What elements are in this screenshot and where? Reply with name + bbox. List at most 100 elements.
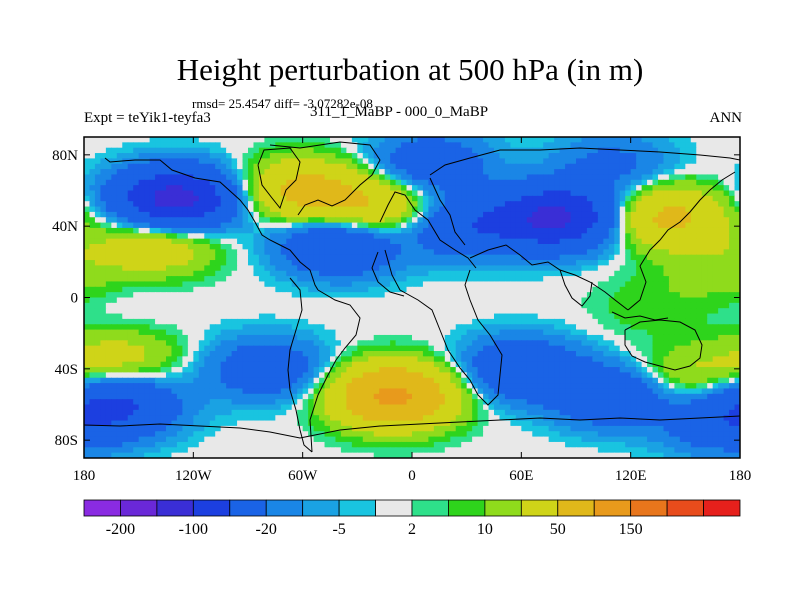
field-cell xyxy=(182,345,189,352)
field-cell xyxy=(280,163,287,170)
field-cell xyxy=(89,244,96,250)
field-cell xyxy=(652,137,659,143)
field-cell xyxy=(319,292,326,299)
field-cell xyxy=(291,201,298,208)
field-cell xyxy=(160,329,167,336)
field-cell xyxy=(625,244,632,250)
field-cell xyxy=(412,244,419,250)
field-cell xyxy=(373,179,380,186)
field-cell xyxy=(439,233,446,240)
field-cell xyxy=(155,206,162,213)
field-cell xyxy=(313,340,320,347)
field-cell xyxy=(625,185,632,192)
field-cell xyxy=(176,318,183,325)
field-cell xyxy=(100,185,107,192)
field-cell xyxy=(297,206,304,213)
field-cell xyxy=(100,329,107,336)
field-cell xyxy=(176,137,183,143)
field-cell xyxy=(209,292,216,299)
field-cell xyxy=(84,190,91,197)
field-cell xyxy=(357,163,364,170)
field-cell xyxy=(346,174,353,181)
field-cell xyxy=(138,313,145,320)
field-cell xyxy=(231,179,238,186)
field-cell xyxy=(149,190,156,197)
field-cell xyxy=(422,260,429,266)
field-cell xyxy=(674,185,681,192)
field-cell xyxy=(603,195,610,202)
field-cell xyxy=(679,313,686,320)
field-cell xyxy=(565,351,572,357)
field-cell xyxy=(543,195,550,202)
field-cell xyxy=(647,281,654,288)
field-cell xyxy=(510,249,517,256)
field-cell xyxy=(494,281,501,288)
field-cell xyxy=(253,281,260,288)
field-cell xyxy=(494,286,501,293)
field-cell xyxy=(351,201,358,208)
field-cell xyxy=(450,351,457,357)
field-cell xyxy=(275,334,282,341)
field-cell xyxy=(362,153,369,159)
field-cell xyxy=(718,329,725,336)
field-cell xyxy=(105,174,112,181)
field-cell xyxy=(668,142,675,149)
field-cell xyxy=(144,351,151,357)
field-cell xyxy=(723,222,730,229)
field-cell xyxy=(302,153,309,159)
field-cell xyxy=(116,270,123,277)
field-cell xyxy=(630,169,637,176)
field-cell xyxy=(619,244,626,250)
field-cell xyxy=(723,334,730,341)
field-cell xyxy=(433,195,440,202)
field-cell xyxy=(417,174,424,181)
field-cell xyxy=(707,308,714,315)
field-cell xyxy=(636,211,643,218)
field-cell xyxy=(614,329,621,336)
field-cell xyxy=(674,313,681,320)
field-cell xyxy=(477,286,484,293)
field-cell xyxy=(384,217,391,224)
field-cell xyxy=(390,169,397,176)
experiment-label: Expt = teYik1-teyfa3 xyxy=(84,110,211,126)
field-cell xyxy=(166,190,173,197)
field-cell xyxy=(679,163,686,170)
field-cell xyxy=(313,254,320,261)
field-cell xyxy=(494,137,501,143)
field-cell xyxy=(483,206,490,213)
field-cell xyxy=(521,260,528,266)
field-cell xyxy=(242,137,249,143)
field-cell xyxy=(155,265,162,272)
field-cell xyxy=(319,340,326,347)
field-cell xyxy=(209,201,216,208)
field-cell xyxy=(543,302,550,309)
field-cell xyxy=(619,276,626,283)
field-cell xyxy=(302,292,309,299)
field-cell xyxy=(264,211,271,218)
field-cell xyxy=(149,206,156,213)
field-cell xyxy=(187,201,194,208)
field-cell xyxy=(417,201,424,208)
field-cell xyxy=(155,142,162,149)
field-cell xyxy=(280,260,287,266)
field-cell xyxy=(138,292,145,299)
field-cell xyxy=(406,211,413,218)
field-cell xyxy=(198,153,205,159)
field-cell xyxy=(696,318,703,325)
field-cell xyxy=(384,260,391,266)
field-cell xyxy=(647,351,654,357)
field-cell xyxy=(231,174,238,181)
field-cell xyxy=(412,318,419,325)
field-cell xyxy=(548,142,555,149)
field-cell xyxy=(570,174,577,181)
field-cell xyxy=(455,340,462,347)
field-cell xyxy=(712,244,719,250)
field-cell xyxy=(658,244,665,250)
field-cell xyxy=(652,308,659,315)
field-cell xyxy=(614,249,621,256)
field-cell xyxy=(668,222,675,229)
field-cell xyxy=(461,351,468,357)
field-cell xyxy=(515,345,522,352)
field-cell xyxy=(144,206,151,213)
field-cell xyxy=(729,190,736,197)
